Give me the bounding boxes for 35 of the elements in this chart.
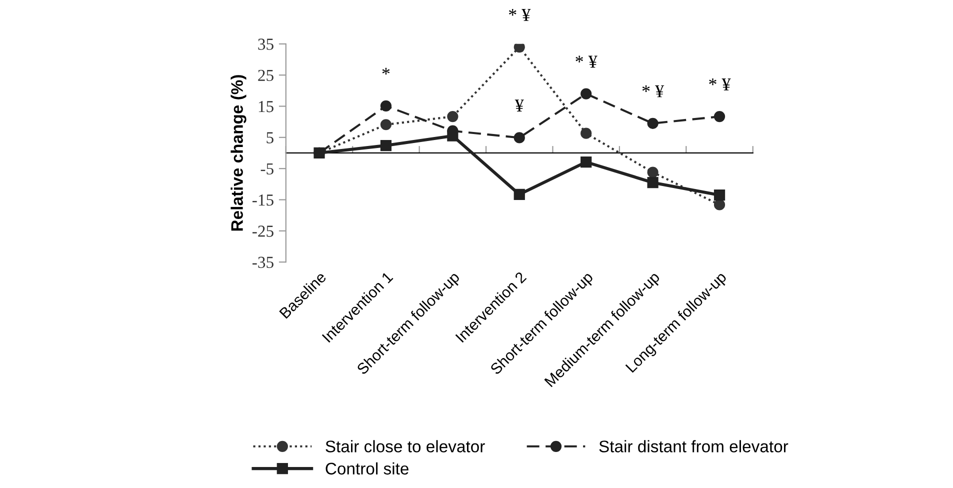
- point: [647, 177, 658, 188]
- annotation: * ¥: [576, 56, 598, 68]
- legend-label: Stair close to elevator: [326, 440, 485, 452]
- point: [380, 119, 392, 130]
- point: [514, 188, 525, 200]
- annotation: ¥: [514, 100, 524, 112]
- y-tick-label: 5: [266, 132, 274, 144]
- y-tick-label: 15: [258, 101, 274, 112]
- annotation: * ¥: [508, 9, 531, 21]
- point: [447, 130, 458, 142]
- y-tick-label: -35: [252, 256, 274, 268]
- annotation: * ¥: [642, 85, 664, 98]
- y-tick-label: -25: [252, 226, 274, 237]
- point: [714, 199, 726, 210]
- y-tick-label: 25: [258, 70, 274, 82]
- point: [380, 140, 392, 152]
- point: [580, 128, 592, 139]
- point: [647, 166, 658, 178]
- y-tick-label: -15: [252, 194, 274, 206]
- annotation: * ¥: [709, 78, 731, 90]
- legend-label: Stair distant from elevator: [599, 440, 788, 452]
- point: [514, 44, 525, 53]
- y-tick-label: 35: [258, 38, 274, 50]
- point: [580, 88, 592, 100]
- point: [447, 110, 458, 122]
- point: [580, 156, 592, 168]
- y-tick-label: -5: [260, 163, 274, 175]
- point: [647, 118, 658, 129]
- y-axis-title: Relative change (%): [230, 75, 246, 231]
- point: [380, 100, 392, 112]
- point: [514, 132, 525, 144]
- legend-label: Control site: [326, 462, 408, 475]
- point: [714, 110, 726, 122]
- point: [714, 190, 726, 201]
- annotation: *: [382, 68, 390, 75]
